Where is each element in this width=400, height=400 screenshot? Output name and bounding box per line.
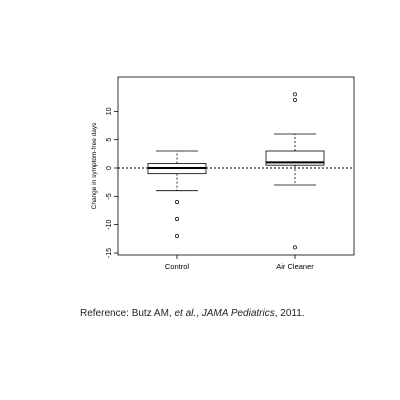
boxes [147,92,325,250]
box-control [147,150,207,238]
box-air-cleaner [265,92,325,250]
y-tick-label: -5 [106,193,113,199]
reference-middle: , [196,308,202,319]
outlier-point [293,245,297,250]
plot-frame [117,76,355,256]
y-axis: -15 -10 -5 0 5 10 [106,107,118,258]
x-tick-label: Control [165,262,190,271]
reference-journal: JAMA Pediatrics [201,308,275,319]
y-tick-label: 0 [106,166,113,170]
y-tick-label: 10 [106,107,113,115]
outlier-point [175,234,179,238]
y-tick-label: 5 [106,138,113,142]
reference-citation: Reference: Butz AM, et al., JAMA Pediatr… [80,308,380,319]
reference-etal: et al. [174,308,197,319]
reference-suffix: , 2011. [274,308,305,319]
outlier-point [293,98,297,102]
y-axis-label: Change in symptom-free days [91,122,98,209]
outlier-point [293,92,297,97]
y-tick-label: -10 [106,220,113,230]
outlier-point [175,217,179,221]
y-tick-label: -15 [106,248,113,258]
reference-prefix: Reference: Butz AM, [80,308,175,319]
x-tick-label: Air Cleaner [276,262,314,271]
outlier-point [175,200,179,204]
category-labels: Control Air Cleaner [165,255,314,271]
